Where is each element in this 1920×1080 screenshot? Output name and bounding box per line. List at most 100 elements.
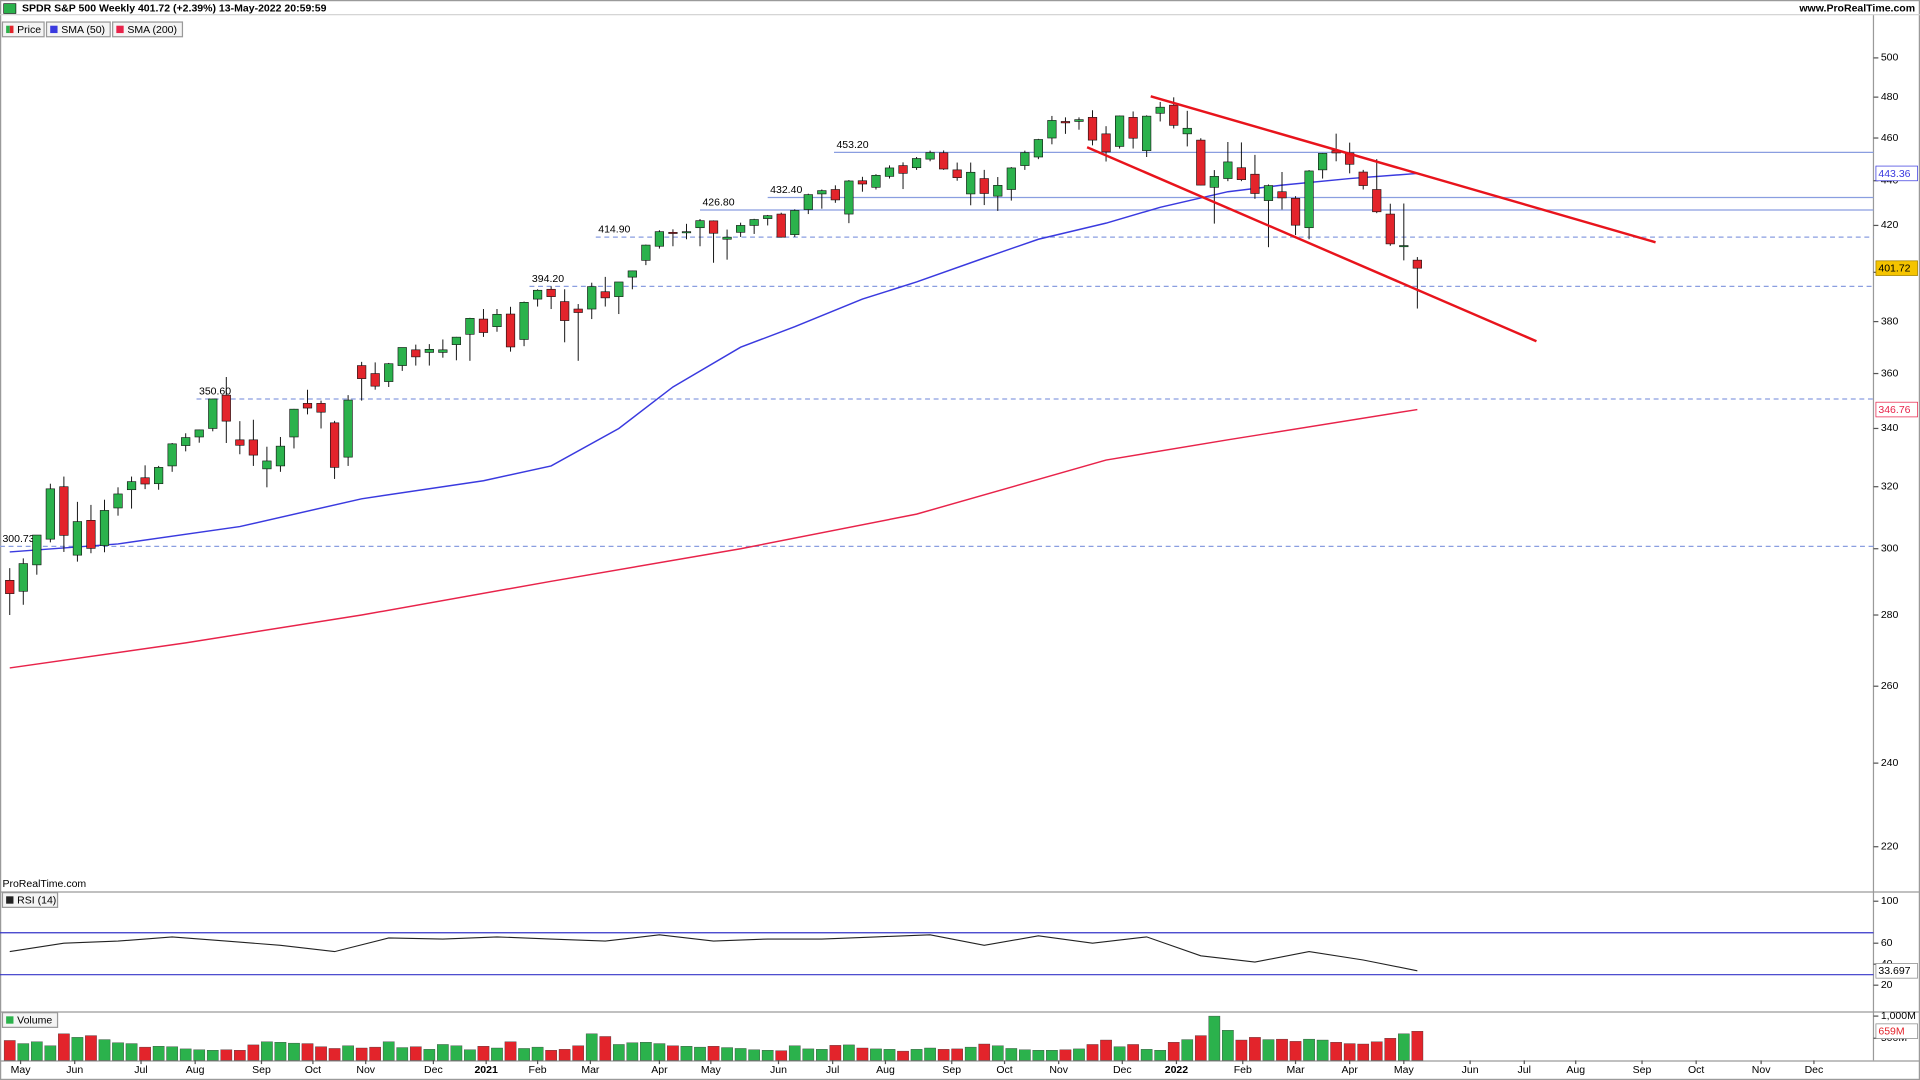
volume-bar [924, 1047, 936, 1061]
volume-bar [1154, 1050, 1167, 1061]
candle-body [357, 365, 367, 379]
volume-bar [261, 1041, 273, 1061]
rsi-badge: 33.697 [1878, 965, 1910, 977]
y-tick-label: 240 [1881, 757, 1899, 769]
legend-swatch [6, 1016, 14, 1024]
y-tick-label: 340 [1881, 422, 1899, 434]
candle-body [329, 422, 340, 468]
volume-bar [247, 1044, 260, 1061]
volume-bar [585, 1033, 598, 1061]
candle-body [59, 486, 69, 536]
level-label: 426.80 [702, 196, 734, 208]
volume-bar [504, 1041, 517, 1061]
volume-bar [1208, 1015, 1221, 1061]
candle-body [1033, 139, 1043, 158]
candle-body [451, 336, 461, 345]
volume-bar [30, 1041, 43, 1061]
x-tick-label: 2022 [1165, 1064, 1189, 1076]
volume-bar [71, 1037, 84, 1061]
volume-bar [1167, 1042, 1180, 1061]
candle-body [1006, 167, 1016, 190]
volume-bar [1046, 1050, 1058, 1061]
volume-bar [1357, 1043, 1370, 1061]
candle-body [776, 213, 786, 238]
candle-body [871, 174, 881, 188]
candle-body [979, 178, 989, 194]
volume-badge: 659M [1878, 1026, 1904, 1038]
volume-bar [1343, 1043, 1356, 1061]
candle-body [1142, 115, 1152, 151]
volume-bar [870, 1048, 882, 1061]
volume-bar [1262, 1039, 1275, 1061]
x-tick-label: Jul [134, 1064, 147, 1076]
x-tick-label: Feb [1234, 1064, 1252, 1076]
volume-bar [721, 1047, 733, 1061]
volume-bar [152, 1046, 165, 1061]
candle-body [316, 403, 326, 413]
volume-bar [166, 1046, 178, 1061]
x-tick-label: May [11, 1064, 32, 1076]
candle-body [993, 185, 1003, 197]
volume-bar [1276, 1038, 1288, 1061]
candle-body [803, 194, 813, 210]
candle-body [248, 439, 258, 456]
volume-bar [991, 1045, 1004, 1061]
volume-bar [653, 1043, 666, 1061]
candle-body [790, 210, 800, 235]
trendline [1150, 95, 1656, 244]
candle-body [18, 563, 28, 592]
volume-bar [1397, 1033, 1410, 1061]
volume-bar [1222, 1030, 1234, 1061]
volume-bar [518, 1048, 530, 1061]
candle-body [302, 403, 313, 409]
volume-bar [1370, 1041, 1383, 1061]
volume-bar [964, 1046, 977, 1061]
legend-swatch [6, 896, 14, 904]
x-tick-label: Apr [651, 1064, 668, 1076]
x-tick-label: Jun [1462, 1064, 1479, 1076]
x-tick-label: Jun [66, 1064, 83, 1076]
volume-bar [572, 1045, 585, 1061]
volume-bar [856, 1047, 869, 1061]
level-label: 414.90 [598, 224, 630, 236]
candle-body [343, 399, 353, 458]
candle-body [465, 318, 475, 335]
candle-body [1372, 189, 1382, 213]
chart-title: SPDR S&P 500 Weekly 401.72 (+2.39%) 13-M… [22, 2, 327, 14]
volume-bar [1032, 1050, 1045, 1061]
level-label: 453.20 [836, 139, 868, 151]
volume-bar [910, 1049, 923, 1061]
candle-body [235, 439, 245, 446]
candle-body [736, 225, 746, 233]
candle-body [438, 349, 448, 353]
candle-body [749, 219, 759, 226]
candle-body [126, 481, 137, 491]
volume-bar [1194, 1035, 1207, 1061]
y-tick-label: 300 [1881, 543, 1899, 555]
volume-bar [680, 1046, 693, 1061]
candle-body [5, 579, 15, 594]
volume-bar [626, 1042, 639, 1061]
y-tick-label: 280 [1881, 609, 1899, 621]
candle-body [560, 301, 570, 321]
volume-bar [558, 1049, 571, 1061]
candle-body [546, 288, 556, 297]
volume-bar [44, 1045, 57, 1061]
candle-body [830, 189, 840, 201]
volume-bar [1073, 1048, 1085, 1061]
volume-bar [1411, 1031, 1424, 1061]
candle-body [681, 231, 692, 234]
candle-body [370, 373, 380, 387]
candle-body [1318, 153, 1328, 171]
candle-body [1196, 139, 1206, 186]
candle-body [99, 510, 110, 546]
volume-bar [1235, 1039, 1248, 1061]
candle-body [1385, 213, 1395, 245]
candle-body [817, 190, 827, 195]
volume-bar [1249, 1037, 1261, 1061]
candle-body [181, 437, 191, 446]
title-icon [3, 3, 17, 14]
candle-body [695, 220, 705, 229]
volume-bar [694, 1046, 706, 1061]
